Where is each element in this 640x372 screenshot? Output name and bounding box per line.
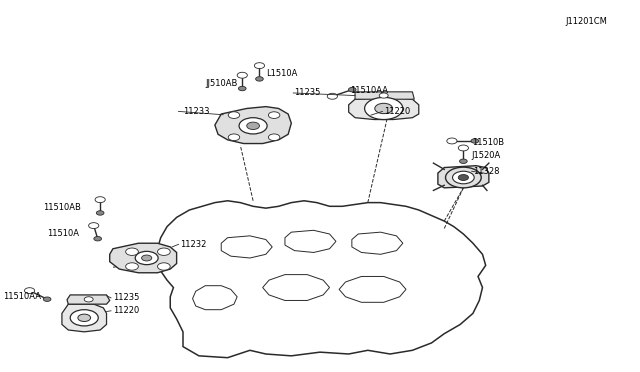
Text: L1510A: L1510A — [266, 69, 297, 78]
Polygon shape — [157, 201, 486, 358]
Circle shape — [70, 310, 99, 326]
Text: 11328: 11328 — [473, 167, 499, 176]
Circle shape — [380, 93, 388, 98]
Text: 11220: 11220 — [384, 107, 410, 116]
Circle shape — [78, 314, 91, 321]
Polygon shape — [352, 232, 403, 254]
Polygon shape — [262, 275, 330, 301]
Circle shape — [157, 263, 170, 270]
Text: 11510AB: 11510AB — [43, 203, 81, 212]
Circle shape — [365, 97, 403, 119]
Circle shape — [157, 248, 170, 256]
Circle shape — [135, 251, 158, 264]
Text: 11220: 11220 — [113, 306, 139, 315]
Text: 11235: 11235 — [113, 294, 140, 302]
Circle shape — [327, 93, 337, 99]
Polygon shape — [193, 286, 237, 310]
Polygon shape — [438, 166, 489, 188]
Text: 11510AA: 11510AA — [351, 86, 388, 94]
Text: J1520A: J1520A — [472, 151, 501, 160]
Text: JJ510AB: JJ510AB — [205, 79, 237, 88]
Circle shape — [255, 77, 263, 81]
Text: 11510AA: 11510AA — [3, 292, 41, 301]
Polygon shape — [109, 243, 177, 273]
Polygon shape — [355, 92, 414, 99]
Polygon shape — [285, 230, 336, 253]
Circle shape — [452, 171, 474, 184]
Circle shape — [95, 197, 105, 203]
Circle shape — [458, 174, 468, 180]
Circle shape — [84, 297, 93, 302]
Circle shape — [125, 248, 138, 256]
Circle shape — [268, 112, 280, 118]
Polygon shape — [349, 97, 419, 119]
Circle shape — [141, 255, 152, 261]
Circle shape — [268, 134, 280, 141]
Polygon shape — [67, 295, 109, 304]
Circle shape — [237, 72, 247, 78]
Circle shape — [228, 112, 240, 118]
Circle shape — [460, 159, 467, 163]
Circle shape — [348, 87, 356, 92]
Circle shape — [246, 122, 259, 129]
Text: 11235: 11235 — [294, 89, 321, 97]
Circle shape — [447, 138, 457, 144]
Polygon shape — [215, 107, 291, 144]
Circle shape — [458, 145, 468, 151]
Circle shape — [97, 211, 104, 215]
Text: 11232: 11232 — [180, 240, 206, 249]
Text: 11510B: 11510B — [472, 138, 504, 147]
Circle shape — [125, 263, 138, 270]
Text: 11510A: 11510A — [47, 229, 79, 238]
Circle shape — [94, 237, 102, 241]
Polygon shape — [221, 236, 272, 258]
Circle shape — [228, 134, 240, 141]
Polygon shape — [339, 276, 406, 302]
Circle shape — [239, 86, 246, 91]
Circle shape — [375, 103, 393, 113]
Circle shape — [239, 118, 267, 134]
Circle shape — [445, 167, 481, 188]
Circle shape — [471, 139, 479, 143]
Circle shape — [88, 223, 99, 228]
Circle shape — [44, 297, 51, 301]
Polygon shape — [62, 304, 106, 332]
Circle shape — [24, 288, 35, 294]
Text: 11233: 11233 — [183, 107, 209, 116]
Circle shape — [254, 62, 264, 68]
Text: J11201CM: J11201CM — [565, 17, 607, 26]
